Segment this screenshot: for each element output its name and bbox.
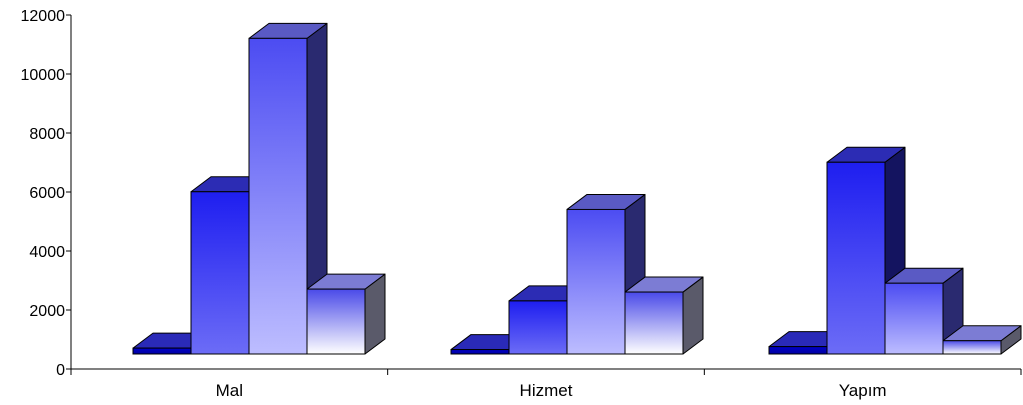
x-axis-ticks: Mal Hizmet Yapım bbox=[71, 369, 1021, 400]
y-tick-label: 4000 bbox=[29, 244, 65, 261]
y-tick-label: 8000 bbox=[29, 126, 65, 143]
bars bbox=[133, 23, 1021, 354]
bar-front-face bbox=[943, 341, 1001, 354]
bar-front-face bbox=[191, 192, 249, 354]
y-axis-ticks: 0 2000 4000 6000 8000 10000 12000 bbox=[21, 8, 72, 379]
y-tick-label: 10000 bbox=[21, 67, 66, 84]
bar-front-face bbox=[625, 292, 683, 354]
x-category-label: Hizmet bbox=[520, 381, 573, 400]
y-tick-label: 6000 bbox=[29, 185, 65, 202]
y-tick-label: 0 bbox=[56, 362, 65, 379]
x-category-label: Yapım bbox=[839, 381, 887, 400]
bar-front-face bbox=[769, 347, 827, 354]
y-tick-label: 12000 bbox=[21, 8, 66, 25]
bar-front-face bbox=[509, 301, 567, 354]
y-tick-label: 2000 bbox=[29, 303, 65, 320]
bar-front-face bbox=[307, 289, 365, 354]
bar-front-face bbox=[567, 209, 625, 354]
bar-front-face bbox=[885, 283, 943, 354]
bar-front-face bbox=[451, 350, 509, 354]
bar bbox=[625, 277, 703, 354]
x-category-label: Mal bbox=[216, 381, 243, 400]
bar bbox=[307, 274, 385, 354]
bar-front-face bbox=[133, 348, 191, 354]
bar-front-face bbox=[827, 162, 885, 354]
bar-front-face bbox=[249, 38, 307, 354]
